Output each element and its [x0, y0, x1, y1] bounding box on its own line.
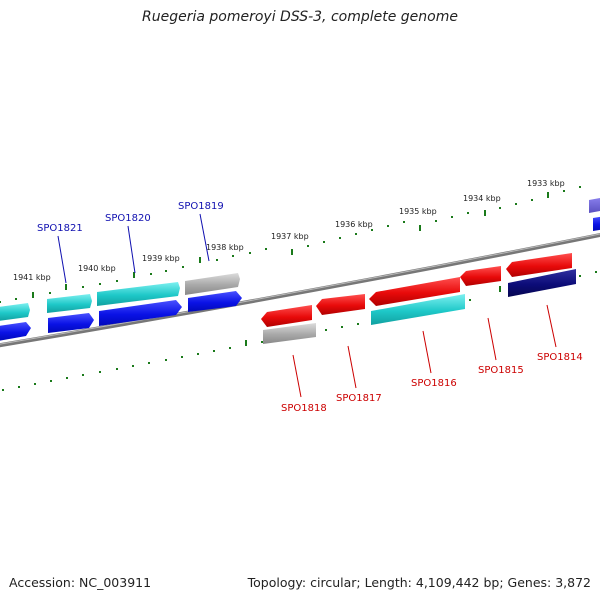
kbp-label: 1934 kbp	[463, 194, 501, 203]
kbp-label: 1937 kbp	[271, 232, 309, 241]
genome-summary: Topology: circular; Length: 4,109,442 bp…	[247, 575, 591, 590]
map-title: Ruegeria pomeroyi DSS-3, complete genome	[142, 9, 458, 25]
gene-arrow-reverse[interactable]	[369, 277, 460, 306]
gene-label[interactable]: SPO1819	[178, 201, 224, 212]
kbp-label: 1936 kbp	[335, 220, 373, 229]
gene-label[interactable]: SPO1821	[37, 223, 83, 234]
gene-arrow-reverse[interactable]	[261, 305, 312, 327]
label-leader-line	[347, 345, 357, 389]
gene-arrow-reverse[interactable]	[316, 294, 365, 315]
gene-arrow[interactable]	[188, 291, 242, 312]
label-leader-line	[127, 225, 136, 274]
gene-label[interactable]: SPO1817	[336, 393, 382, 404]
gene-arrow[interactable]	[593, 216, 600, 231]
accession-label: Accession: NC_003911	[9, 575, 152, 590]
gene-arrow-reverse[interactable]	[460, 266, 501, 286]
label-leader-line	[546, 304, 557, 348]
kbp-label: 1941 kbp	[13, 273, 51, 282]
pseudogene-arrow[interactable]	[185, 273, 240, 295]
kbp-label: 1935 kbp	[399, 207, 437, 216]
gene-arrow[interactable]	[0, 322, 31, 341]
genome-backbone	[0, 232, 600, 348]
gene-arrow-reverse[interactable]	[506, 253, 572, 277]
pseudogene-arrow[interactable]	[263, 323, 316, 344]
gene-cds-arrow[interactable]	[97, 282, 180, 306]
gene-cds-arrow[interactable]	[47, 294, 92, 313]
label-leader-line	[487, 317, 497, 361]
gene-label[interactable]: SPO1820	[105, 213, 151, 224]
outer-tick-scale	[0, 186, 581, 303]
kbp-label: 1933 kbp	[527, 179, 565, 188]
kbp-label: 1940 kbp	[78, 264, 116, 273]
genome-backbone-highlight	[0, 233, 600, 345]
gene-cds-arrow[interactable]	[0, 303, 30, 321]
gene-label[interactable]: SPO1814	[537, 352, 583, 363]
label-leader-line	[57, 235, 67, 284]
gene-label[interactable]: SPO1818	[281, 403, 327, 414]
label-leader-line	[199, 213, 210, 262]
gene-arrow-dark[interactable]	[508, 269, 576, 297]
gene-arrow[interactable]	[589, 197, 600, 213]
gene-arrow[interactable]	[48, 313, 94, 333]
gene-label[interactable]: SPO1815	[478, 365, 524, 376]
kbp-label: 1938 kbp	[206, 243, 244, 252]
kbp-label: 1939 kbp	[142, 254, 180, 263]
gene-cds-arrow[interactable]	[371, 294, 465, 325]
gene-label[interactable]: SPO1816	[411, 378, 457, 389]
label-leader-line	[292, 354, 302, 398]
gene-arrow[interactable]	[99, 300, 182, 326]
label-leader-line	[422, 330, 432, 374]
